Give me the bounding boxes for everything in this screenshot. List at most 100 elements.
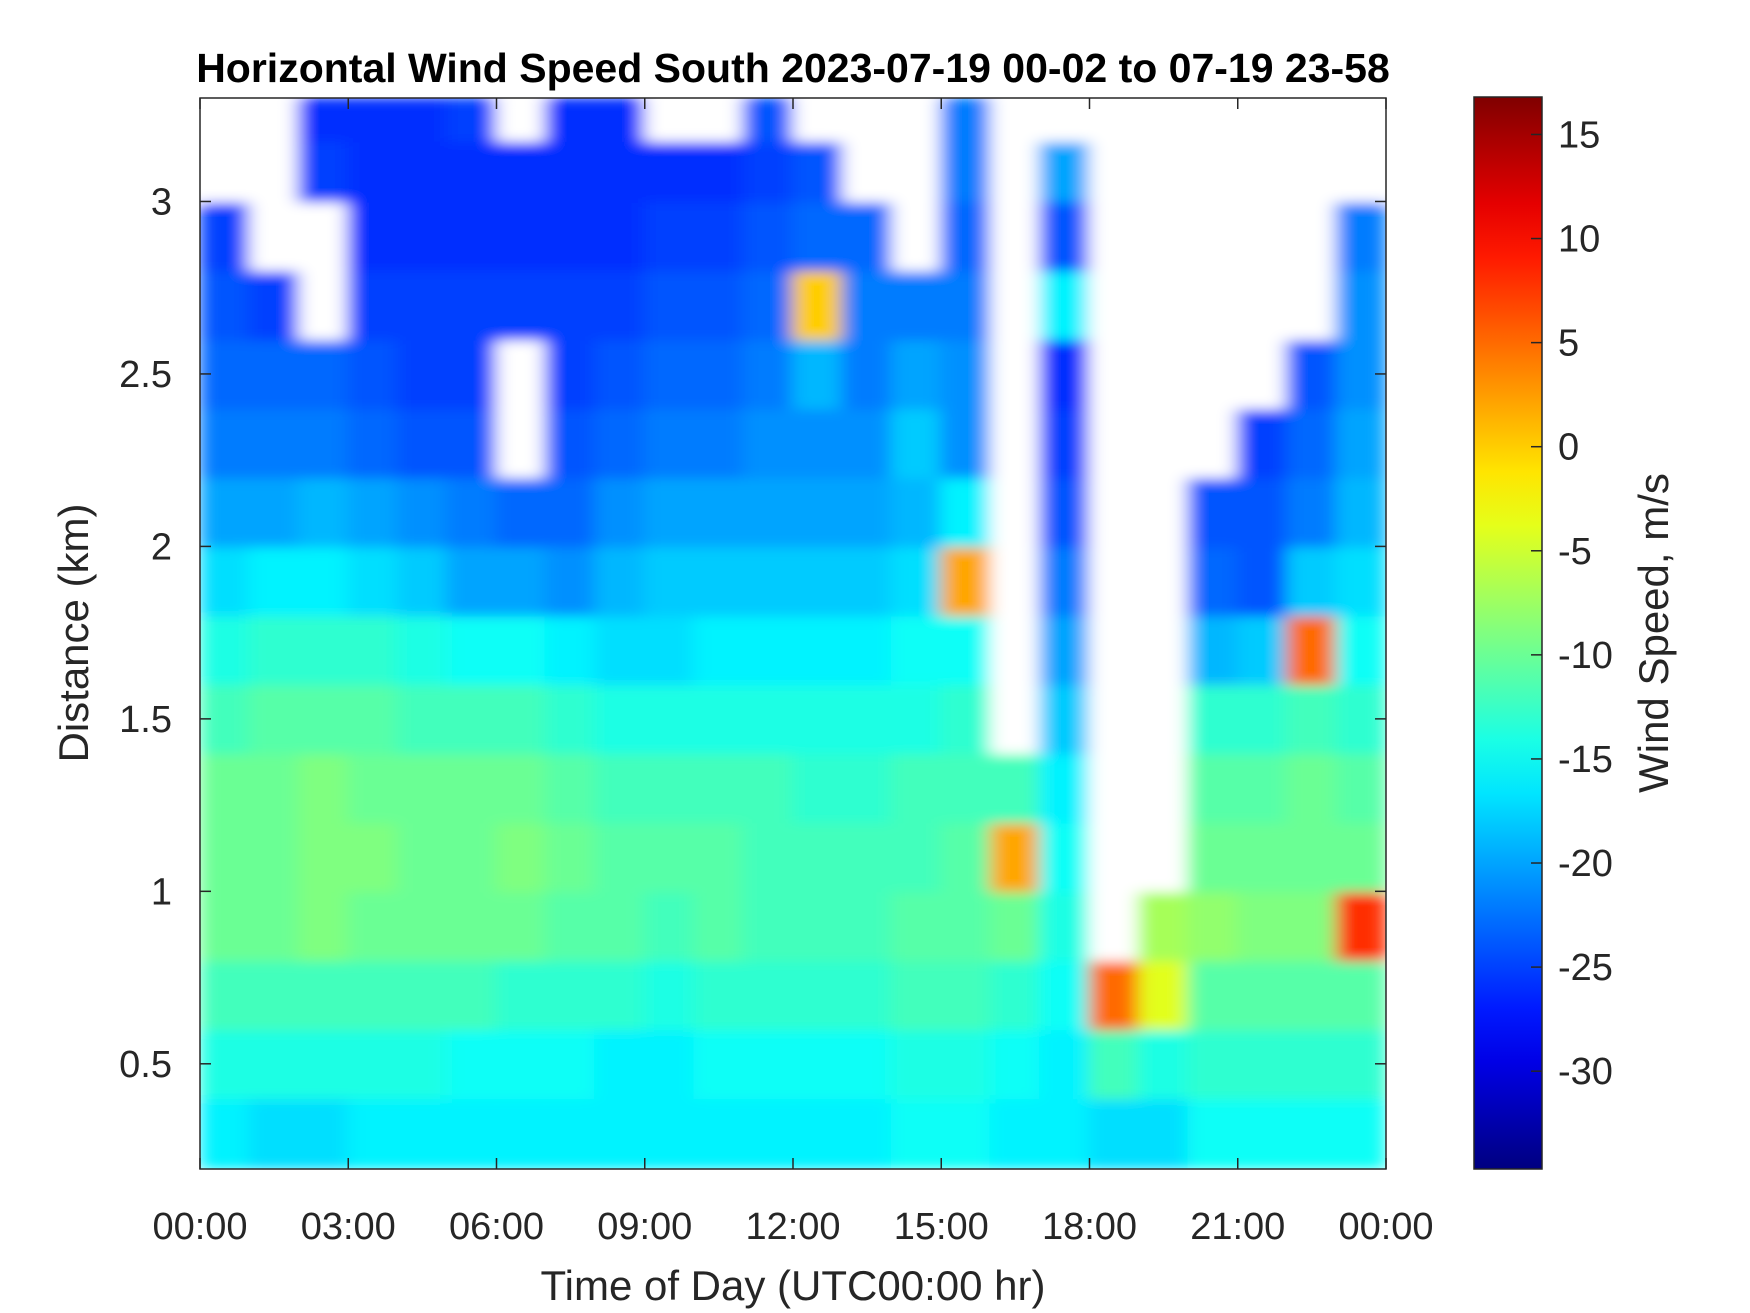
heatmap-cell: [890, 476, 943, 548]
heatmap-cell: [890, 269, 943, 341]
heatmap-cell: [396, 1097, 449, 1169]
heatmap-cell: [1039, 545, 1091, 617]
heatmap-cell: [446, 476, 498, 548]
heatmap-cell: [248, 1028, 300, 1100]
heatmap-cell: [495, 140, 547, 203]
heatmap-cell: [940, 140, 992, 203]
heatmap-cell: [1088, 1097, 1140, 1169]
heatmap-cell: [643, 890, 696, 962]
heatmap-cell: [1187, 98, 1239, 143]
heatmap-cell: [594, 269, 646, 341]
heatmap-cell: [841, 1028, 893, 1100]
heatmap-cell: [594, 614, 646, 686]
heatmap-cell: [742, 614, 794, 686]
axes: 00:00 03:00 06:00 09:00 12:00 15:00 18:00 21:00…: [119, 98, 1434, 1248]
heatmap-cell: [1039, 821, 1091, 893]
heatmap-cell: [940, 959, 992, 1031]
heatmap-cell: [989, 476, 1042, 548]
heatmap-cell: [1088, 545, 1140, 617]
heatmap-cell: [841, 98, 893, 143]
heatmap-cell: [1335, 545, 1386, 617]
heatmap-cell: [1335, 821, 1386, 893]
x-tick-label: 00:00: [1338, 1206, 1433, 1248]
heatmap-cell: [594, 959, 646, 1031]
y-tick-label: 2.5: [119, 354, 172, 396]
heatmap-cell: [347, 614, 399, 686]
heatmap-cell: [594, 683, 646, 755]
heatmap-cell: [297, 821, 350, 893]
colorbar-tick-label: 5: [1558, 323, 1579, 365]
heatmap-cell: [594, 140, 646, 203]
heatmap-cell: [1335, 98, 1386, 143]
heatmap-cell: [446, 338, 498, 410]
heatmap-cell: [643, 338, 696, 410]
heatmap-cell: [693, 614, 745, 686]
heatmap-cell: [742, 1028, 794, 1100]
heatmap-cell: [446, 200, 498, 272]
heatmap-cell: [200, 1097, 251, 1169]
heatmap-cell: [989, 752, 1042, 824]
heatmap-cell: [693, 200, 745, 272]
heatmap-cell: [792, 1097, 844, 1169]
heatmap-cell: [1039, 614, 1091, 686]
heatmap-cell: [890, 683, 943, 755]
heatmap-cell: [248, 821, 300, 893]
colorbar-tick-label: -30: [1558, 1051, 1613, 1093]
heatmap-cell: [544, 476, 597, 548]
heatmap-cell: [693, 1097, 745, 1169]
heatmap-cell: [742, 140, 794, 203]
heatmap-cell: [248, 140, 300, 203]
heatmap-cell: [1286, 752, 1338, 824]
y-tick-label: 2: [151, 526, 172, 568]
heatmap-cell: [347, 269, 399, 341]
heatmap-cell: [1236, 476, 1289, 548]
heatmap-cell: [1137, 614, 1190, 686]
heatmap-cell: [347, 140, 399, 203]
heatmap-cell: [792, 407, 844, 479]
heatmap-cell: [495, 683, 547, 755]
heatmap-cell: [1088, 269, 1140, 341]
heatmap-cell: [1137, 752, 1190, 824]
heatmap-cell: [841, 140, 893, 203]
heatmap-cell: [890, 338, 943, 410]
heatmap-cell: [1088, 614, 1140, 686]
heatmap-cell: [1335, 959, 1386, 1031]
heatmap-cell: [1236, 752, 1289, 824]
heatmap-cell: [297, 1028, 350, 1100]
heatmap-cell: [890, 752, 943, 824]
heatmap-cell: [1286, 1028, 1338, 1100]
heatmap-cell: [693, 476, 745, 548]
heatmap-cell: [792, 614, 844, 686]
heatmap-cell: [1187, 1097, 1239, 1169]
heatmap-cell: [1236, 821, 1289, 893]
heatmap-cell: [396, 140, 449, 203]
heatmap-cell: [297, 98, 350, 143]
heatmap-cell: [297, 959, 350, 1031]
heatmap-cell: [495, 1028, 547, 1100]
heatmap-cell: [643, 1028, 696, 1100]
heatmap-cell: [396, 338, 449, 410]
heatmap-cell: [200, 98, 251, 143]
heatmap-cell: [841, 821, 893, 893]
heatmap-cell: [940, 1028, 992, 1100]
heatmap-cell: [594, 821, 646, 893]
heatmap-cell: [297, 683, 350, 755]
heatmap-cell: [347, 752, 399, 824]
heatmap-cell: [989, 614, 1042, 686]
heatmap-cell: [347, 98, 399, 143]
heatmap-cell: [1088, 890, 1140, 962]
heatmap-cell: [248, 752, 300, 824]
heatmap-cell: [1137, 338, 1190, 410]
heatmap-cell: [495, 752, 547, 824]
heatmap-cell: [544, 140, 597, 203]
heatmap-cell: [1137, 821, 1190, 893]
heatmap-cell: [890, 140, 943, 203]
heatmap-cell: [1236, 545, 1289, 617]
heatmap-cell: [594, 1028, 646, 1100]
heatmap-cell: [792, 821, 844, 893]
heatmap-cell: [495, 98, 547, 143]
heatmap-cell: [792, 1028, 844, 1100]
heatmap-cell: [643, 959, 696, 1031]
heatmap-cell: [347, 545, 399, 617]
